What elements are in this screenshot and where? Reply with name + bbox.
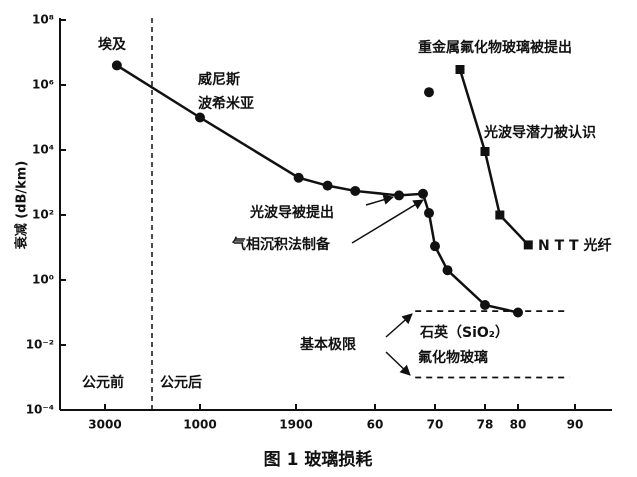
y-tick-label: 10⁶ — [32, 78, 54, 92]
annotation: 气相沉积法制备 — [231, 236, 331, 253]
y-tick-label: 10⁻² — [26, 338, 54, 352]
annotation: 埃及 — [98, 36, 127, 53]
x-tick-label: 60 — [367, 418, 384, 432]
point — [455, 64, 465, 74]
y-tick-label: 10⁴ — [32, 143, 54, 157]
x-tick-label: 3000 — [88, 418, 121, 432]
annotation: 威尼斯 — [198, 71, 240, 88]
point — [322, 180, 333, 191]
annotation: 石英（SiO₂） — [419, 324, 509, 341]
point — [111, 60, 122, 71]
x-tick-label: 78 — [477, 418, 494, 432]
point — [424, 208, 434, 219]
x-tick-label: 90 — [567, 418, 584, 432]
point — [523, 240, 533, 250]
y-tick-label: 10² — [32, 208, 54, 222]
y-tick-label: 10⁰ — [32, 273, 54, 287]
x-tick-label: 70 — [427, 418, 444, 432]
annotation: 光波导被提出 — [249, 204, 334, 221]
x-tick-label: 1900 — [279, 418, 312, 432]
point — [195, 112, 205, 123]
annotation: N T T 光纤 — [538, 237, 611, 254]
point — [394, 190, 404, 201]
series-line — [458, 69, 530, 246]
annotation: 重金属氟化物玻璃被提出 — [418, 39, 572, 56]
pointer — [351, 199, 424, 244]
point — [480, 300, 490, 311]
x-tick-label: 80 — [510, 418, 527, 432]
annotation: 公元前 — [82, 374, 124, 391]
pointer — [385, 313, 413, 338]
x-tick-label: 1000 — [183, 418, 216, 432]
point — [350, 185, 361, 196]
point — [442, 265, 453, 276]
annotation: 基本极限 — [300, 336, 356, 353]
point — [495, 210, 505, 220]
annotation: 氟化物玻璃 — [418, 349, 488, 366]
y-tick-label: 10⁻⁴ — [26, 403, 54, 417]
point — [480, 146, 490, 156]
point — [418, 188, 428, 199]
pointer — [365, 194, 395, 206]
point — [430, 241, 440, 252]
y-axis-label: 衰减 (dB/km) — [14, 161, 30, 251]
y-tick-label: 10⁸ — [32, 13, 54, 27]
pointer — [385, 351, 411, 376]
point — [424, 87, 434, 98]
point — [513, 307, 523, 318]
series-line — [116, 64, 519, 314]
annotation: 波希米亚 — [198, 95, 254, 112]
annotation: 光波导潜力被认识 — [483, 124, 596, 141]
chart-title: 图 1 玻璃损耗 — [264, 449, 373, 470]
annotation: 公元后 — [160, 374, 202, 391]
point — [293, 172, 304, 183]
